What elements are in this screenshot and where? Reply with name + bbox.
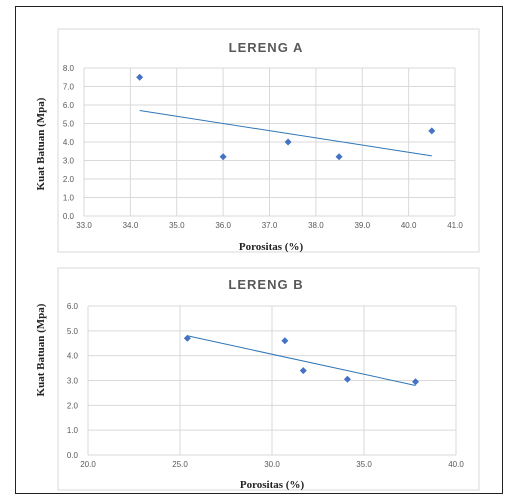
chart-b-y-tick-label: 0.0 (67, 451, 79, 460)
chart-a-x-tick-label: 40.0 (401, 221, 417, 230)
chart-b-x-tick-label: 30.0 (264, 460, 280, 469)
chart-a-data-point (335, 153, 343, 161)
chart-b-x-tick-label: 20.0 (80, 460, 96, 469)
chart-b-y-tick-label: 6.0 (67, 302, 79, 311)
chart-a-area (57, 28, 480, 253)
chart-a-data-point (219, 153, 227, 161)
chart-b-y-tick-label: 4.0 (67, 352, 79, 361)
chart-b-x-tick-label: 40.0 (448, 460, 464, 469)
chart-lereng-a: LERENG A 33.0 34.0 35.0 36.0 37.0 38.0 39.0 40.… (35, 28, 480, 253)
chart-a-points (136, 73, 436, 161)
chart-a-y-tick-label: 4.0 (63, 138, 75, 147)
chart-a-x-label: Porositas (%) (239, 241, 304, 253)
chart-a-y-tick-label: 1.0 (63, 194, 75, 203)
chart-a-y-tick-label: 5.0 (63, 120, 75, 129)
chart-a-x-tick-label: 35.0 (169, 221, 185, 230)
chart-b-y-tick-label: 3.0 (67, 377, 79, 386)
chart-a-y-label: Kuat Batuan (Mpa) (35, 97, 47, 190)
chart-a-y-tick-label: 2.0 (63, 175, 75, 184)
chart-a-trendline (139, 110, 432, 157)
chart-b-y-ticks: 0.0 1.0 2.0 3.0 4.0 5.0 6.0 (67, 302, 79, 460)
chart-a-y-tick-label: 8.0 (63, 64, 75, 73)
chart-a-data-point (284, 138, 292, 146)
chart-b-x-label: Porositas (%) (240, 479, 305, 491)
chart-a-y-tick-label: 6.0 (63, 101, 75, 110)
chart-b-data-point (299, 367, 307, 375)
chart-b-grid (87, 305, 457, 456)
chart-b-y-tick-label: 5.0 (67, 327, 79, 336)
chart-a-x-tick-label: 37.0 (262, 221, 278, 230)
chart-a-x-tick-label: 33.0 (76, 221, 92, 230)
chart-a-x-ticks: 33.0 34.0 35.0 36.0 37.0 38.0 39.0 40.0 41.0 (76, 221, 463, 230)
chart-a-y-tick-label: 0.0 (63, 212, 75, 221)
chart-lereng-b: LERENG B 20.0 25.0 30.0 35.0 40.0 0.0 1.0 2.0 3… (35, 267, 480, 491)
chart-b-y-tick-label: 2.0 (67, 401, 79, 410)
chart-b-data-point (281, 337, 289, 345)
chart-a-x-tick-label: 39.0 (354, 221, 370, 230)
chart-b-x-tick-label: 25.0 (172, 460, 188, 469)
chart-b-x-ticks: 20.0 25.0 30.0 35.0 40.0 (80, 460, 464, 469)
chart-a-x-tick-label: 36.0 (215, 221, 231, 230)
chart-b-trendline (187, 335, 416, 386)
chart-b-title: LERENG B (228, 277, 303, 292)
chart-a-y-tick-label: 7.0 (63, 83, 75, 92)
chart-a-title: LERENG A (229, 40, 304, 55)
chart-b-y-label: Kuat Batuan (Mpa) (35, 303, 47, 396)
chart-b-data-point (343, 375, 351, 383)
chart-a-data-point (136, 73, 144, 81)
chart-b-y-tick-label: 1.0 (67, 426, 79, 435)
chart-a-y-ticks: 0.0 1.0 2.0 3.0 4.0 5.0 6.0 7.0 8.0 (63, 64, 75, 221)
chart-a-grid (83, 67, 456, 217)
chart-b-area (57, 267, 480, 491)
chart-b-data-point (412, 378, 420, 386)
chart-a-x-tick-label: 38.0 (308, 221, 324, 230)
chart-a-y-tick-label: 3.0 (63, 157, 75, 166)
chart-a-data-point (428, 127, 436, 135)
chart-a-x-tick-label: 34.0 (123, 221, 139, 230)
chart-b-points (183, 334, 420, 386)
chart-b-x-tick-label: 35.0 (356, 460, 372, 469)
chart-a-x-tick-label: 41.0 (447, 221, 463, 230)
chart-b-data-point (183, 334, 191, 342)
